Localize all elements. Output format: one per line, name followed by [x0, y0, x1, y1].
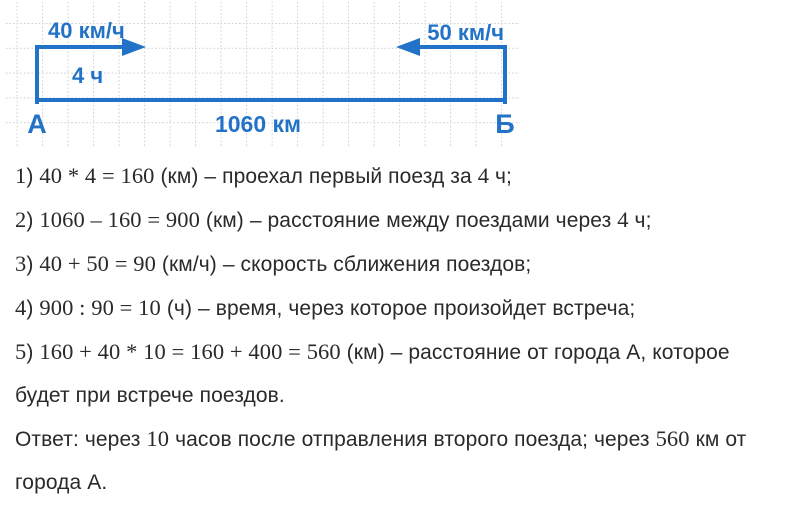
answer-line: Ответ: через 10 часов после отправления …: [15, 426, 747, 494]
train-problem-diagram: 40 км/ч 4 ч 50 км/ч 1060 км А Б: [0, 0, 540, 152]
distance-label: 1060 км: [215, 111, 301, 137]
solution-step-1: 1) 40 * 4 = 160 (км) – проехал первый по…: [15, 163, 512, 188]
solution-step-4: 4) 900 : 90 = 10 (ч) – время, через кото…: [15, 295, 636, 320]
diagram-canvas: 40 км/ч 4 ч 50 км/ч 1060 км А Б: [4, 2, 520, 146]
solution-step-3: 3) 40 + 50 = 90 (км/ч) – скорость сближе…: [15, 251, 532, 276]
route-line: [35, 45, 507, 104]
speed-right-label: 50 км/ч: [427, 20, 504, 45]
city-b-label: Б: [495, 109, 514, 139]
solution-text-block: 1) 40 * 4 = 160 (км) – проехал первый по…: [0, 152, 800, 504]
train2-left-arrow-icon: [396, 38, 420, 56]
speed-left-label: 40 км/ч: [48, 18, 125, 43]
solution-step-2: 2) 1060 – 160 = 900 (км) – расстояние ме…: [15, 207, 652, 232]
solution-step-5: 5) 160 + 40 * 10 = 160 + 400 = 560 (км) …: [15, 339, 730, 407]
time-left-label: 4 ч: [72, 63, 103, 88]
grid-background: [4, 2, 520, 146]
city-a-label: А: [27, 109, 47, 139]
train1-right-arrow-icon: [122, 38, 146, 56]
